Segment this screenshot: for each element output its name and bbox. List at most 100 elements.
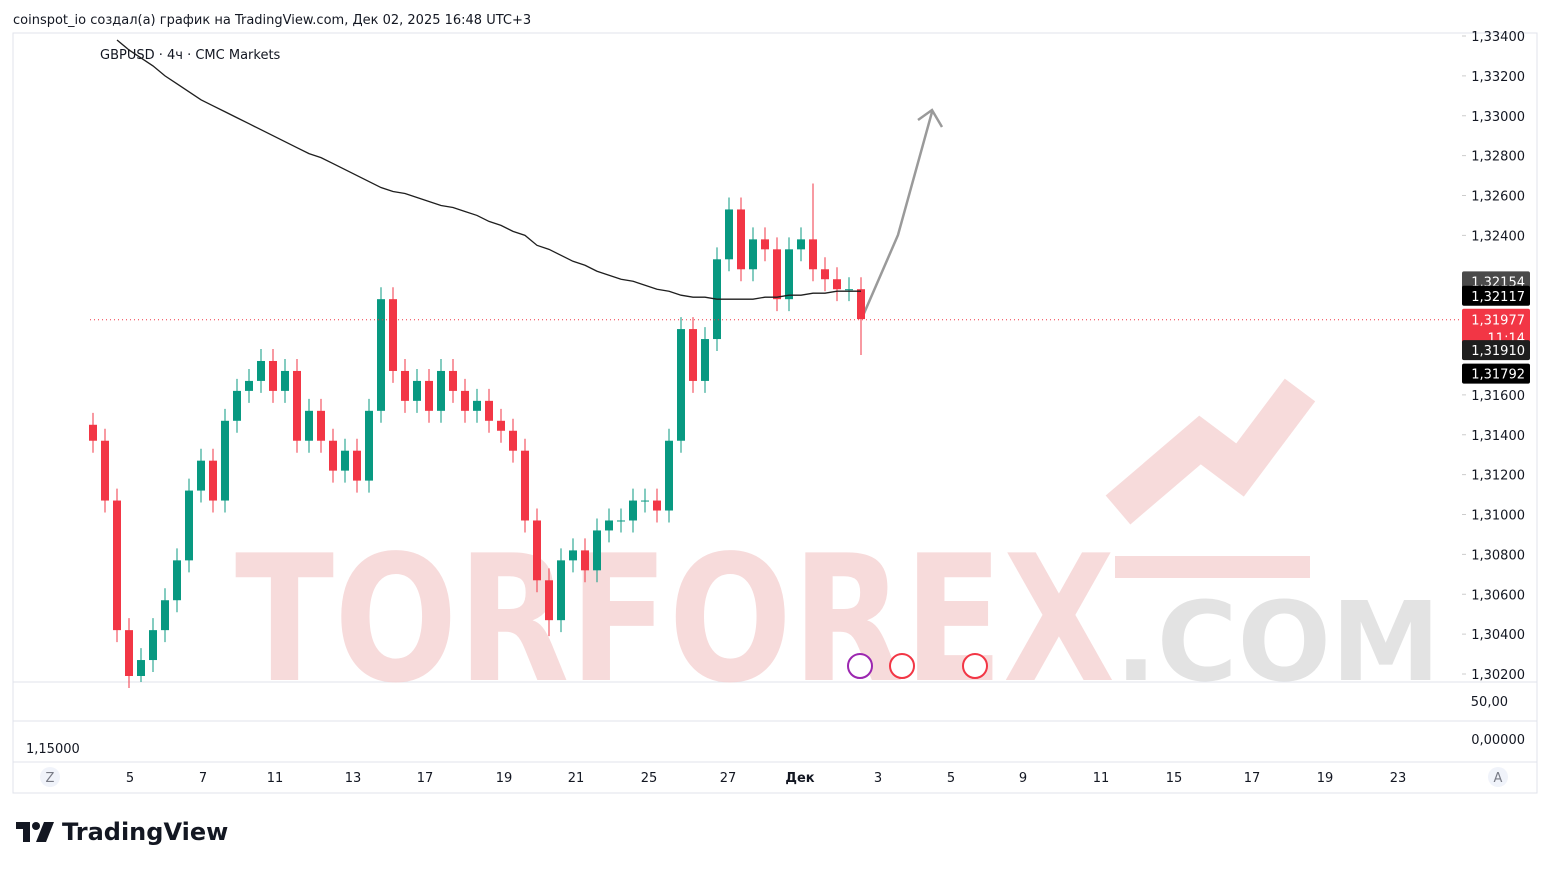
candle-body: [665, 440, 673, 511]
x-tick-label: 5: [947, 771, 955, 786]
candle-body: [257, 360, 265, 381]
y-tick-label: 1,30200: [1471, 668, 1525, 683]
candle-body: [701, 339, 709, 381]
candle-body: [245, 380, 253, 391]
candle-body: [293, 370, 301, 441]
x-tick-label: 13: [345, 771, 362, 786]
y-tick-label: 1,30800: [1471, 548, 1525, 563]
y-tick-label: 1,31000: [1471, 509, 1525, 524]
candle-body: [173, 560, 181, 601]
x-tick-label: 19: [1317, 771, 1334, 786]
candle-body: [653, 500, 661, 511]
candle-body: [641, 500, 649, 502]
candle-body: [737, 209, 745, 270]
x-tick-label: 7: [199, 771, 207, 786]
candle-body: [413, 380, 421, 401]
candle-body: [725, 209, 733, 260]
y-tick-label: 1,32400: [1471, 229, 1525, 244]
indicator-label: 0,00000: [1471, 733, 1525, 748]
candle-body: [365, 410, 373, 481]
candle-body: [509, 430, 517, 451]
x-tick-label: 21: [568, 771, 585, 786]
price-badge: [1462, 340, 1530, 361]
price-badge: [1462, 363, 1530, 384]
axis-button: [40, 767, 60, 787]
candle-body: [281, 370, 289, 391]
candle-body: [185, 490, 193, 561]
candle-body: [305, 410, 313, 441]
price-badge-label: 1,32117: [1471, 290, 1525, 305]
candle-body: [605, 520, 613, 531]
candle-body: [389, 299, 397, 371]
y-tick-label: 1,31400: [1471, 429, 1525, 444]
watermark-logo: [1105, 378, 1316, 525]
axis-button: [1488, 767, 1508, 787]
candle-body: [161, 600, 169, 631]
projection-arrow: [860, 108, 944, 319]
candle-body: [101, 440, 109, 501]
candle-body: [425, 380, 433, 411]
candle-body: [125, 630, 133, 676]
watermark-suffix: .COM: [1115, 578, 1441, 706]
candle-body: [521, 450, 529, 521]
x-tick-label: Z: [46, 771, 55, 786]
candle-body: [629, 500, 637, 521]
candle-body: [341, 450, 349, 471]
candle-body: [833, 279, 841, 290]
candle-body: [485, 400, 493, 421]
candle-body: [233, 390, 241, 421]
candle-body: [533, 520, 541, 581]
moving-average: [116, 39, 861, 300]
event-icon[interactable]: [847, 653, 873, 679]
watermark-bar: [1115, 556, 1310, 578]
x-tick-label: 9: [1019, 771, 1027, 786]
indicator-label: 50,00: [1471, 695, 1508, 710]
x-tick-label: 23: [1390, 771, 1407, 786]
x-tick-label: 11: [1093, 771, 1110, 786]
candle-body: [749, 239, 757, 270]
candle-body: [761, 239, 769, 250]
candle-body: [845, 289, 853, 291]
candle-body: [209, 460, 217, 501]
candle-body: [449, 370, 457, 391]
candle-body: [437, 370, 445, 411]
symbol: GBPUSD · 4ч · CMC Markets: [100, 48, 281, 63]
candle-body: [89, 424, 97, 441]
candle-body: [473, 400, 481, 411]
watermark: TORFOREX: [235, 519, 1115, 722]
candle-body: [317, 410, 325, 441]
candle-body: [497, 420, 505, 431]
candle-body: [329, 440, 337, 471]
candle-body: [221, 420, 229, 501]
y-tick-label: 1,33200: [1471, 70, 1525, 85]
y-tick-label: 1,32800: [1471, 150, 1525, 165]
indicator-left-label: 1,15000: [26, 742, 80, 757]
y-tick-label: 1,31200: [1471, 469, 1525, 484]
x-tick-label: 15: [1166, 771, 1183, 786]
candle-body: [557, 560, 565, 621]
candle-body: [197, 460, 205, 491]
event-icon[interactable]: [962, 653, 988, 679]
candle-body: [401, 370, 409, 401]
price-badge-label: 1,31910: [1471, 344, 1525, 359]
logo-mark: [16, 822, 54, 842]
event-icon[interactable]: [889, 653, 915, 679]
candle-body: [269, 360, 277, 391]
x-tick-label: Дек: [785, 771, 814, 786]
candle-body: [569, 550, 577, 561]
x-tick-label: 17: [417, 771, 434, 786]
candle-body: [785, 249, 793, 300]
candle-body: [797, 239, 805, 250]
logo-text: TradingView: [62, 818, 228, 846]
candle-body: [149, 630, 157, 661]
candle-body: [677, 329, 685, 441]
candle-body: [113, 500, 121, 631]
price-badge: [1462, 285, 1530, 306]
x-tick-label: 3: [874, 771, 882, 786]
price-badge: [1462, 308, 1530, 347]
candle-body: [773, 249, 781, 300]
candle-body: [353, 450, 361, 481]
x-tick-label: 5: [126, 771, 134, 786]
candle-body: [137, 660, 145, 676]
